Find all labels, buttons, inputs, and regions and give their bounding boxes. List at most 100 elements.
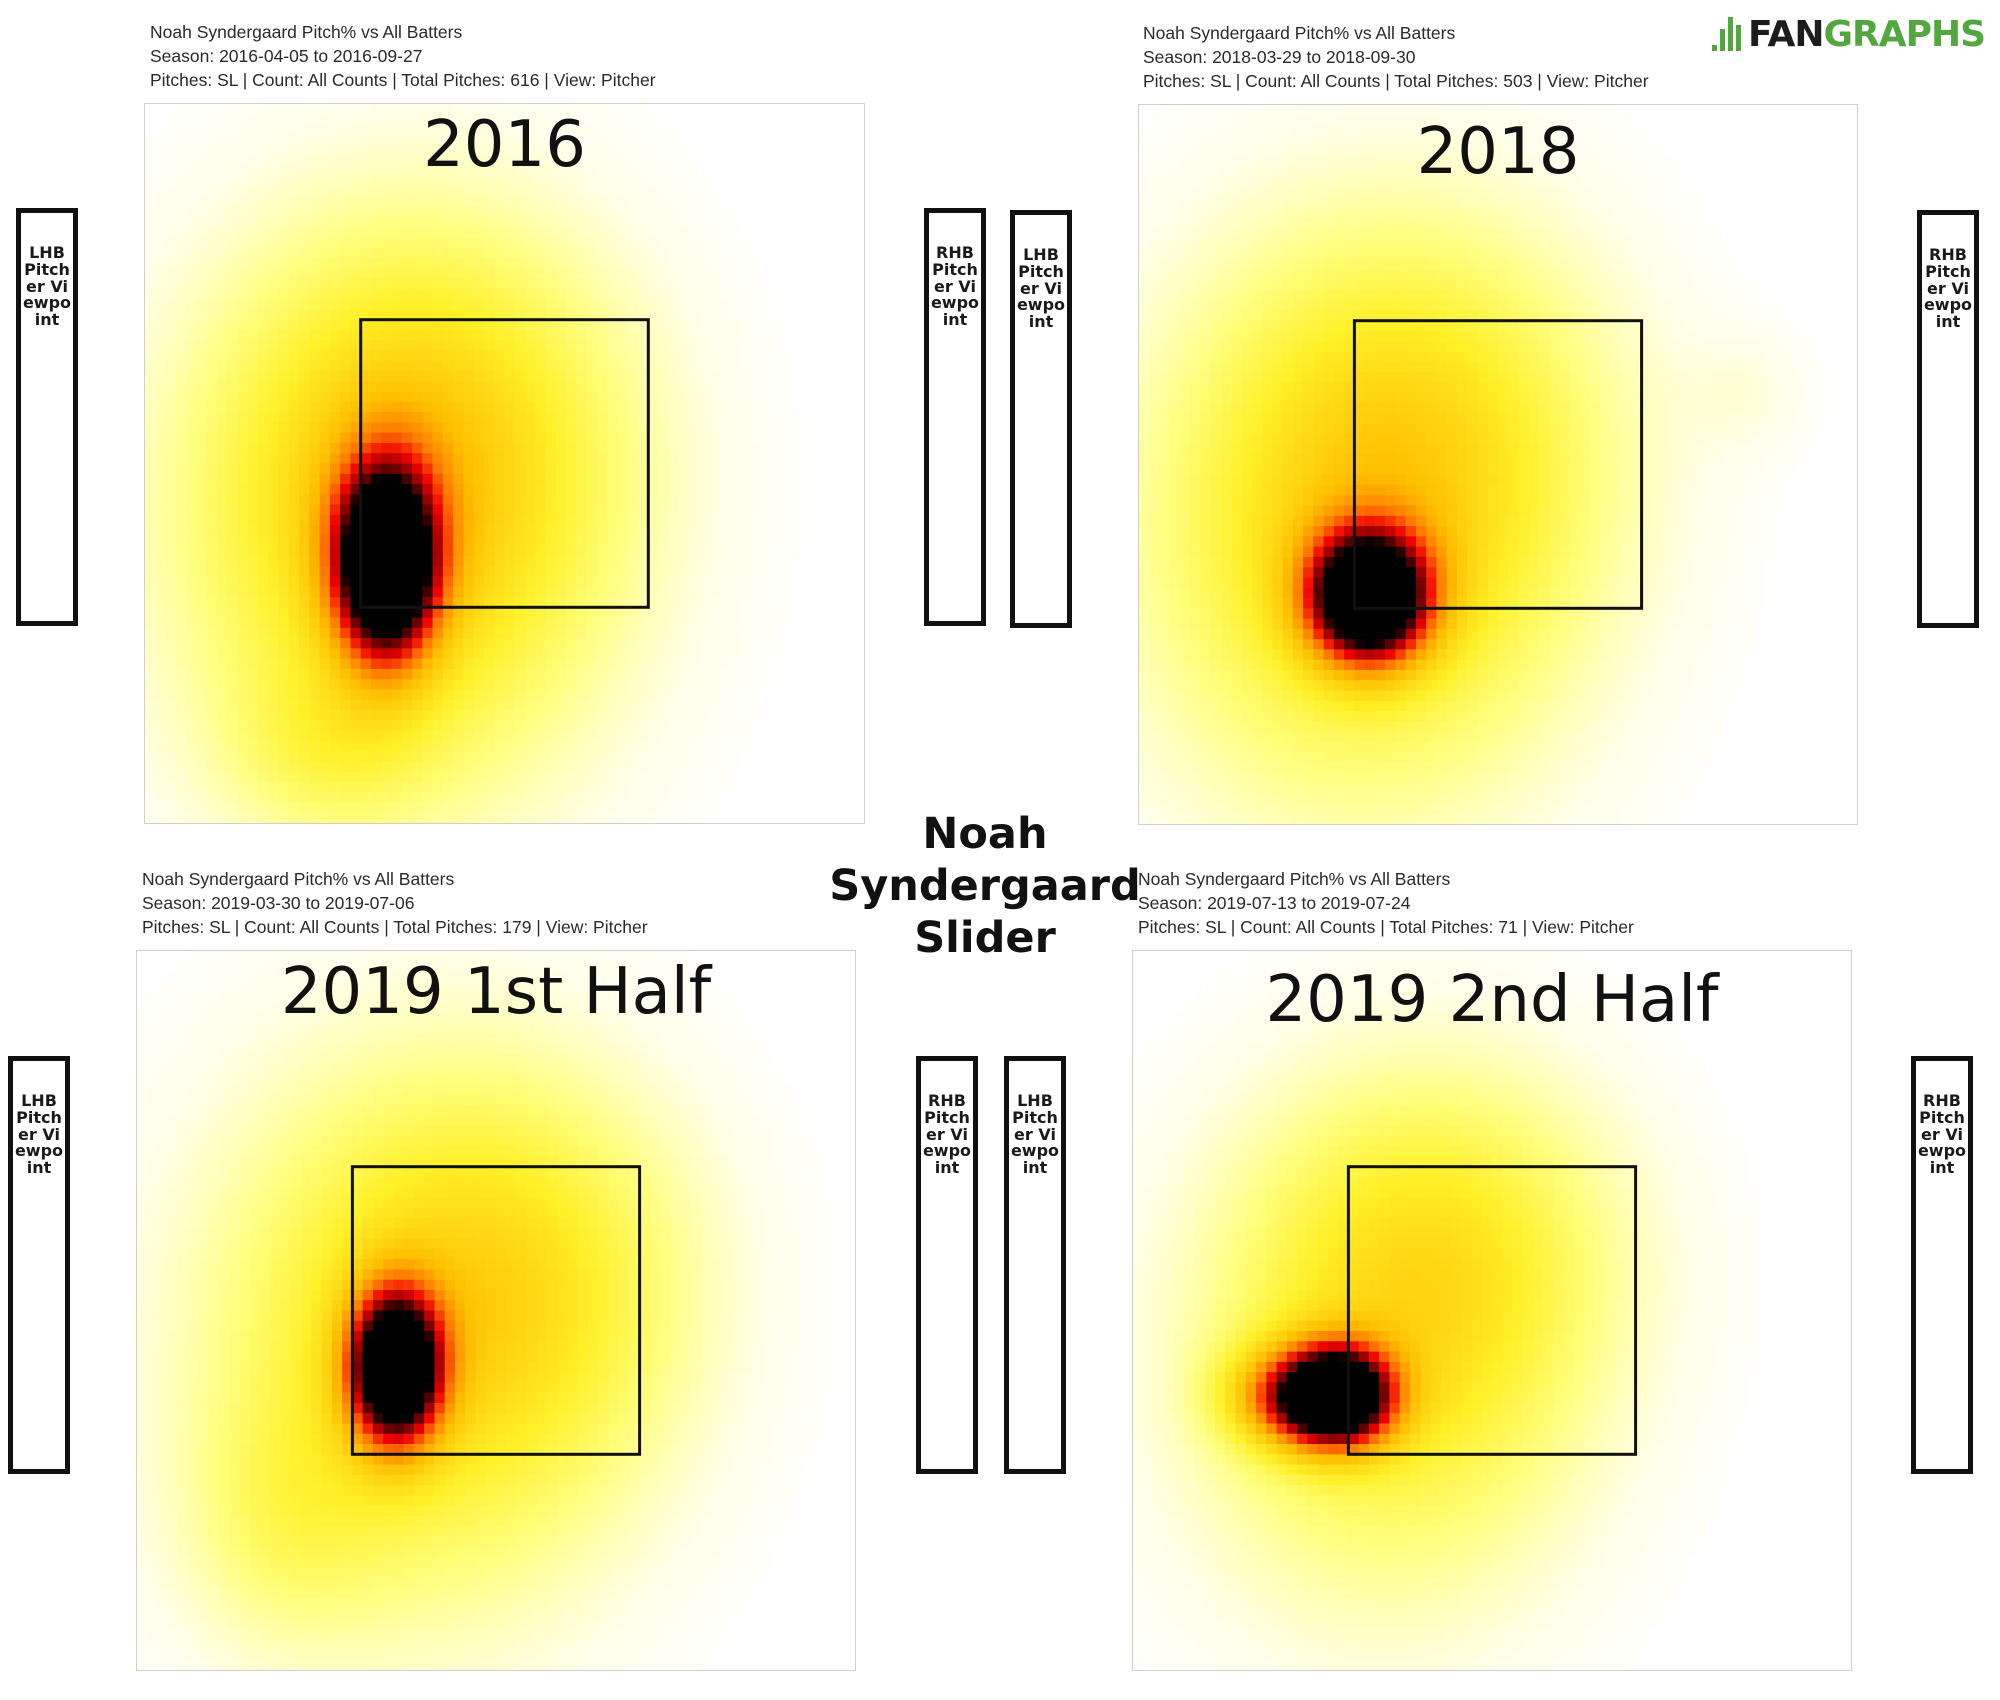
heatmap-cell [227,576,239,588]
heatmap-cell [566,504,577,516]
heatmap-cell [596,227,608,239]
heatmap-cell [483,617,495,629]
heatmap-cell [535,597,547,608]
heatmap-cell [278,699,290,711]
heatmap-cell [1487,135,1499,147]
heatmap-cell [1436,248,1448,260]
heatmap-cell [1508,166,1520,178]
heatmap-cell [761,555,773,567]
heatmap-cell [514,545,526,557]
heatmap-cell [699,463,711,475]
heatmap-cell [196,638,208,649]
heatmap-cell [689,473,701,485]
heatmap-cell [186,145,197,156]
heatmap-cell [257,761,269,773]
heatmap-cell [340,751,352,762]
heatmap-cell [781,453,793,465]
heatmap-cell [596,473,608,485]
heatmap-cell [638,648,649,660]
heatmap-cell [535,473,547,485]
heatmap-cell [545,761,557,773]
heatmap-cell [576,401,588,413]
heatmap-cell [350,730,362,742]
heatmap-cell [1436,207,1448,219]
heatmap-cell [463,453,475,465]
heatmap-cell [1498,156,1509,168]
heatmap-cell [607,730,619,742]
heatmap-cell [709,484,721,495]
heatmap-cell [247,258,259,269]
heatmap-cell [432,227,444,239]
heatmap-cell [679,792,690,804]
heatmap-cell [792,484,803,495]
heatmap-cell [1323,248,1335,260]
heatmap-cell [401,186,413,198]
heatmap-cell [175,802,187,814]
heatmap-cell [566,175,577,187]
heatmap-cell [709,720,721,732]
heatmap-cell [658,391,670,403]
heatmap-cell [1241,217,1253,229]
heatmap-cell [648,689,660,701]
heatmap-cell [1262,125,1273,137]
heatmap-cell [1559,207,1571,219]
heatmap-cell [422,391,434,403]
heatmap-cell [216,453,228,465]
heatmap-cell [340,586,352,598]
heatmap-cell [668,268,680,280]
heatmap-cell [391,710,403,721]
heatmap-cell [165,432,177,444]
heatmap-cell [720,576,732,588]
heatmap-cell [607,288,619,300]
heatmap-cell [453,288,465,300]
heatmap-cell [740,710,752,721]
heatmap-cell [658,145,670,156]
heatmap-cell [340,371,352,382]
heatmap-cell [206,812,218,823]
heatmap-cell [1436,146,1448,157]
heatmap-cell [186,124,197,136]
heatmap-cell [689,740,701,752]
heatmap-cell [1303,166,1314,178]
heatmap-cell [699,258,711,269]
heatmap-cell [401,216,413,228]
heatmap-cell [535,771,547,783]
heatmap-cell [627,155,639,167]
heatmap-cell [689,329,701,341]
heatmap-cell [1364,228,1376,240]
heatmap-cell [401,237,413,249]
heatmap-cell [1405,217,1417,229]
heatmap-cell [730,751,742,762]
heatmap-cell [432,781,444,793]
heatmap-cell [771,494,783,506]
heatmap-cell [535,329,547,341]
heatmap-cell [535,145,547,156]
heatmap-cell [329,237,341,249]
heatmap-cell [247,535,259,547]
heatmap-cell [145,340,156,352]
heatmap-cell [401,751,413,762]
heatmap-cell [699,494,711,506]
heatmap-cell [237,699,249,711]
heatmap-cell [627,525,639,536]
heatmap-cell [504,381,516,393]
heatmap-cell [781,607,793,619]
heatmap-cell [453,751,465,762]
heatmap-cell [1498,125,1509,137]
heatmap-cell [638,730,649,742]
heatmap-cell [216,586,228,598]
heatmap-cell [165,473,177,485]
heatmap-cell [494,781,506,793]
heatmap-cell [514,432,526,444]
heatmap-cell [483,412,495,424]
heatmap-cell [216,268,228,280]
heatmap-cell [412,627,423,639]
heatmap-cell [175,299,187,311]
heatmap-cell [175,288,187,300]
heatmap-cell [370,710,382,721]
heatmap-cell [268,802,280,814]
heatmap-cell [278,155,290,167]
heatmap-cell [638,442,649,454]
heatmap-cell [709,525,721,536]
heatmap-cell [145,771,156,783]
